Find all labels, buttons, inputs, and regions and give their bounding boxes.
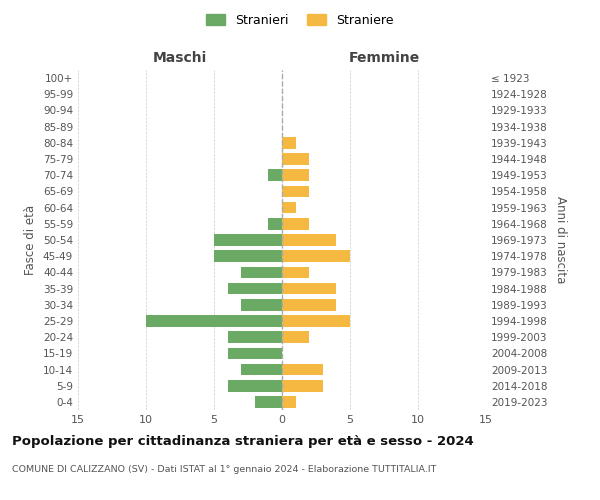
- Bar: [282, 218, 309, 230]
- Bar: [282, 315, 350, 327]
- Bar: [268, 218, 282, 230]
- Text: Femmine: Femmine: [349, 51, 419, 65]
- Bar: [227, 332, 282, 343]
- Bar: [241, 266, 282, 278]
- Bar: [214, 234, 282, 246]
- Text: COMUNE DI CALIZZANO (SV) - Dati ISTAT al 1° gennaio 2024 - Elaborazione TUTTITAL: COMUNE DI CALIZZANO (SV) - Dati ISTAT al…: [12, 465, 436, 474]
- Text: Popolazione per cittadinanza straniera per età e sesso - 2024: Popolazione per cittadinanza straniera p…: [12, 435, 474, 448]
- Bar: [214, 250, 282, 262]
- Bar: [282, 137, 296, 148]
- Bar: [282, 282, 337, 294]
- Bar: [282, 170, 309, 181]
- Bar: [268, 170, 282, 181]
- Bar: [282, 234, 337, 246]
- Bar: [282, 186, 309, 198]
- Bar: [282, 332, 309, 343]
- Y-axis label: Anni di nascita: Anni di nascita: [554, 196, 567, 284]
- Bar: [227, 348, 282, 359]
- Bar: [241, 299, 282, 310]
- Y-axis label: Fasce di età: Fasce di età: [25, 205, 37, 275]
- Bar: [282, 299, 337, 310]
- Bar: [255, 396, 282, 407]
- Bar: [282, 250, 350, 262]
- Bar: [227, 282, 282, 294]
- Bar: [282, 153, 309, 165]
- Bar: [282, 266, 309, 278]
- Legend: Stranieri, Straniere: Stranieri, Straniere: [202, 8, 398, 32]
- Bar: [282, 380, 323, 392]
- Bar: [282, 396, 296, 407]
- Bar: [146, 315, 282, 327]
- Bar: [227, 380, 282, 392]
- Text: Maschi: Maschi: [153, 51, 207, 65]
- Bar: [241, 364, 282, 376]
- Bar: [282, 202, 296, 213]
- Bar: [282, 364, 323, 376]
